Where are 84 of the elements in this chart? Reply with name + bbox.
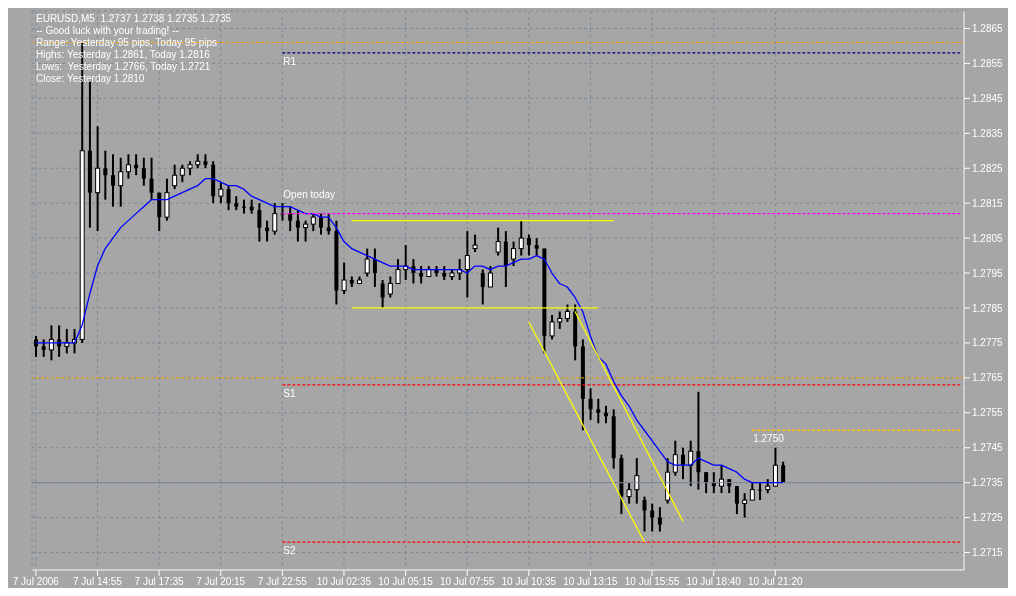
candlestick [642, 495, 647, 533]
candlestick [511, 240, 517, 268]
series-label: R1 [283, 55, 297, 67]
candlestick [650, 502, 655, 533]
x-tick-label: 7 Jul 2006 [12, 576, 60, 588]
candlestick [696, 390, 701, 491]
candlestick [487, 265, 493, 289]
candlestick [596, 397, 601, 425]
y-tick-label: 1.2855 [972, 57, 1004, 69]
candlestick [172, 163, 178, 191]
series-label: 1.2750 [753, 433, 785, 445]
candlestick [634, 457, 640, 505]
y-tick-label: 1.2815 [972, 197, 1004, 209]
y-tick-label: 1.2735 [972, 477, 1004, 489]
candlestick [681, 446, 686, 481]
candlestick [295, 209, 300, 243]
y-tick-label: 1.2795 [972, 267, 1004, 279]
candlestick [141, 156, 146, 187]
x-tick-label: 10 Jul 02:35 [316, 576, 372, 588]
candlestick [318, 212, 323, 236]
candlestick [372, 247, 377, 289]
candlestick [549, 313, 555, 341]
x-tick-label: 7 Jul 22:55 [257, 576, 308, 588]
candlestick [288, 205, 293, 233]
x-tick-label: 10 Jul 15:55 [624, 576, 680, 588]
candlestick [626, 481, 632, 505]
candlestick [218, 181, 224, 205]
candlestick [719, 464, 725, 495]
candlestick [103, 149, 108, 201]
candlestick [364, 247, 370, 278]
candlestick [742, 492, 748, 519]
candlestick [464, 230, 470, 299]
candlestick [387, 275, 393, 299]
x-tick-label: 7 Jul 20:15 [196, 576, 246, 588]
candlestick [149, 156, 154, 201]
candlestick [758, 481, 763, 502]
chart-title: EURUSD,M5 1.2737 1.2738 1.2735 1.2735 [36, 13, 232, 25]
y-tick-label: 1.2805 [972, 232, 1004, 244]
x-tick-label: 7 Jul 14:55 [73, 576, 123, 588]
y-tick-label: 1.2755 [972, 407, 1004, 419]
candlestick [341, 261, 347, 295]
candlestick [734, 485, 739, 516]
candlestick [118, 156, 124, 208]
candlestick [241, 198, 246, 215]
x-tick-label: 10 Jul 18:40 [686, 576, 742, 588]
candlestick [125, 153, 131, 180]
y-tick-label: 1.2835 [972, 127, 1004, 139]
x-tick-label: 10 Jul 10:35 [501, 576, 557, 588]
candlestick [688, 439, 694, 488]
candlestick [657, 506, 662, 533]
candlestick [480, 268, 485, 306]
candlestick [588, 387, 593, 421]
candlestick [303, 219, 309, 243]
y-tick-label: 1.2845 [972, 92, 1004, 104]
candlestick [257, 202, 262, 243]
candlestick [457, 258, 463, 282]
y-tick-label: 1.2865 [972, 23, 1004, 35]
y-tick-label: 1.2765 [972, 372, 1004, 384]
x-tick-label: 10 Jul 05:15 [378, 576, 434, 588]
y-tick-label: 1.2715 [972, 547, 1004, 559]
x-tick-label: 10 Jul 07:55 [439, 576, 495, 588]
series-label: S1 [283, 387, 296, 399]
candlestick [704, 471, 709, 495]
y-tick-label: 1.2725 [972, 512, 1004, 524]
y-tick-label: 1.2775 [972, 337, 1004, 349]
candlestick [526, 233, 531, 257]
y-tick-label: 1.2785 [972, 302, 1004, 314]
candlestick [226, 184, 231, 212]
x-tick-label: 10 Jul 21:20 [748, 576, 803, 588]
annotation: -- Good luck with your trading! -- [36, 25, 180, 37]
x-tick-label: 7 Jul 17:35 [134, 576, 184, 588]
series-label: S2 [283, 545, 296, 557]
candlestick [272, 202, 278, 236]
candlestick [380, 279, 385, 309]
candlestick [111, 153, 116, 208]
candlestick [495, 226, 501, 257]
x-tick-label: 10 Jul 13:15 [563, 576, 619, 588]
candlestick [395, 258, 401, 285]
y-tick-label: 1.2745 [972, 442, 1004, 454]
series-label: Open today [283, 188, 336, 200]
y-tick-label: 1.2825 [972, 162, 1004, 174]
candlestick [518, 219, 524, 257]
candlestick [772, 446, 778, 488]
candlestick [672, 439, 678, 477]
